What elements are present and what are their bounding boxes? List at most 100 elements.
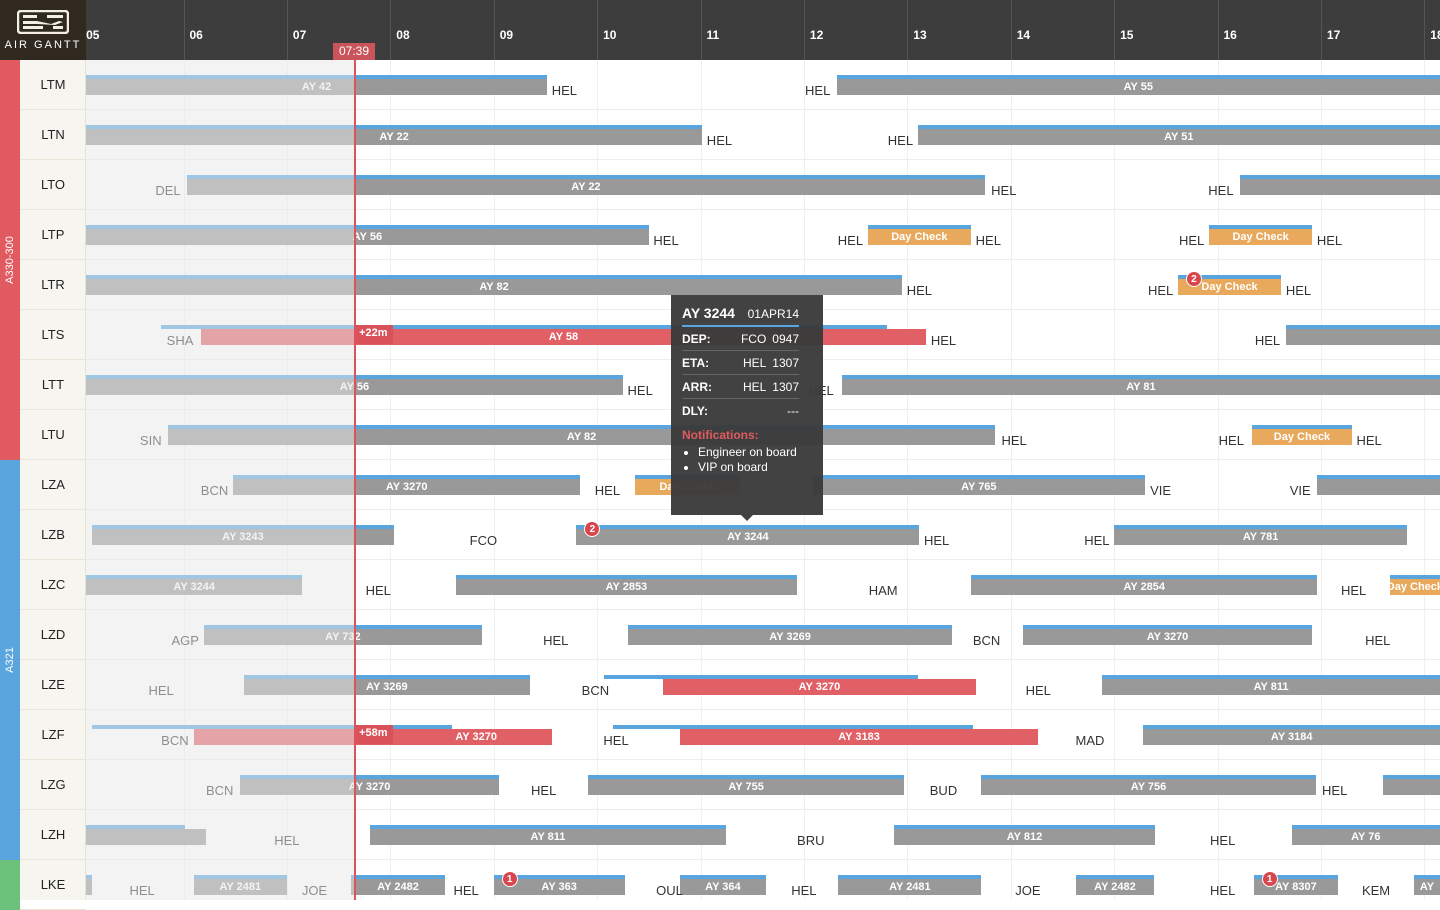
- scheduled-time-line: [369, 825, 727, 829]
- flight-bar[interactable]: AY 82: [86, 279, 903, 295]
- notification-badge[interactable]: 2: [584, 521, 601, 537]
- aircraft-label[interactable]: LTO: [20, 160, 86, 210]
- flight-bar[interactable]: AY 363: [493, 879, 625, 895]
- maintenance-bar[interactable]: Day Check: [1208, 229, 1313, 245]
- aircraft-label[interactable]: LTP: [20, 210, 86, 260]
- flight-bar[interactable]: AY 3183: [679, 729, 1039, 745]
- notification-badge[interactable]: 2: [1185, 271, 1202, 287]
- aircraft-label[interactable]: LZH: [20, 810, 86, 860]
- notifications-list: Engineer on boardVIP on board: [682, 445, 799, 475]
- group-a330-300[interactable]: A330-300: [0, 60, 20, 460]
- flight-bar[interactable]: AY 55: [836, 79, 1440, 95]
- aircraft-label[interactable]: LTR: [20, 260, 86, 310]
- group-other[interactable]: [0, 860, 20, 910]
- flight-bar[interactable]: AY 2853: [455, 579, 797, 595]
- tooltip-value: ---: [781, 399, 799, 423]
- airport-code: HEL: [706, 133, 733, 148]
- flight-bar[interactable]: AY 811: [369, 829, 727, 845]
- maintenance-bar[interactable]: Day Check: [1177, 279, 1282, 295]
- flight-bar[interactable]: AY: [1413, 879, 1440, 895]
- flight-bar[interactable]: AY 364: [679, 879, 766, 895]
- flight-bar[interactable]: AY 56: [86, 229, 649, 245]
- notification-badge[interactable]: 1: [501, 871, 518, 887]
- hour-gridline: [183, 0, 185, 60]
- airport-code: BCN: [200, 483, 229, 498]
- flight-bar[interactable]: AY 2481: [838, 879, 982, 895]
- aircraft-label[interactable]: LZG: [20, 760, 86, 810]
- flight-bar[interactable]: AY 3270: [662, 679, 977, 695]
- delay-tag: +58m: [354, 725, 393, 744]
- maintenance-bar[interactable]: Day Check: [867, 229, 972, 245]
- aircraft-label[interactable]: LZD: [20, 610, 86, 660]
- group-a321[interactable]: A321: [0, 460, 20, 860]
- flight-bar[interactable]: AY 812: [893, 829, 1156, 845]
- flight-bar[interactable]: AY 3244: [86, 579, 303, 595]
- flight-bar[interactable]: AY 3243: [92, 529, 394, 545]
- aircraft-row: AY 22 DEL HEL HEL: [86, 160, 1440, 210]
- aircraft-label[interactable]: LZC: [20, 560, 86, 610]
- hour-label: 14: [1016, 28, 1031, 42]
- flight-bar[interactable]: [1382, 779, 1440, 795]
- flight-bar[interactable]: AY 76: [1291, 829, 1440, 845]
- tooltip-date: 01APR14: [747, 307, 799, 321]
- scheduled-time-line: [1413, 875, 1440, 879]
- flight-bar[interactable]: AY 755: [588, 779, 904, 795]
- flight-bar[interactable]: AY 756: [981, 779, 1316, 795]
- flight-bar[interactable]: AY 3269: [628, 629, 953, 645]
- flight-bar[interactable]: AY 42: [86, 79, 548, 95]
- flight-bar[interactable]: AY 3269: [243, 679, 530, 695]
- maintenance-bar[interactable]: Day Check: [1389, 579, 1440, 595]
- flight-bar[interactable]: AY 732: [204, 629, 482, 645]
- flight-bar[interactable]: [86, 829, 206, 845]
- flight-bar[interactable]: AY 81: [841, 379, 1440, 395]
- flight-bar[interactable]: AY 3270: [240, 779, 499, 795]
- airport-code: HEL: [1210, 883, 1236, 898]
- flight-bar[interactable]: AY 3270: [233, 479, 580, 495]
- flight-bar[interactable]: AY 22: [86, 129, 703, 145]
- airport-code: BRU: [797, 833, 825, 848]
- app-logo[interactable]: AIR GANTT: [0, 0, 86, 60]
- scheduled-time-line: [1102, 675, 1440, 679]
- flight-bar[interactable]: AY 2482: [350, 879, 446, 895]
- hour-gridline: [1217, 0, 1219, 60]
- flight-bar[interactable]: AY 2854: [971, 579, 1318, 595]
- aircraft-label[interactable]: LZB: [20, 510, 86, 560]
- flight-bar[interactable]: AY 82: [167, 429, 996, 445]
- aircraft-label[interactable]: LZE: [20, 660, 86, 710]
- aircraft-label[interactable]: LKE: [20, 860, 86, 910]
- airport-code: FCO: [469, 533, 498, 548]
- aircraft-label[interactable]: LTS: [20, 310, 86, 360]
- scheduled-time-line: [838, 875, 982, 879]
- flight-bar[interactable]: [1286, 329, 1440, 345]
- airport-code: SHA: [166, 333, 194, 348]
- flight-bar[interactable]: AY 765: [812, 479, 1146, 495]
- flight-bar[interactable]: AY 2481: [193, 879, 287, 895]
- aircraft-label[interactable]: LTN: [20, 110, 86, 160]
- maintenance-bar[interactable]: Day Check: [1251, 429, 1352, 445]
- scheduled-time-line: [86, 275, 903, 279]
- notification-badge[interactable]: 1: [1261, 871, 1278, 887]
- airport-code: BCN: [972, 633, 1001, 648]
- flight-bar[interactable]: AY 22: [186, 179, 985, 195]
- hour-label: 16: [1223, 28, 1237, 42]
- aircraft-label[interactable]: LTT: [20, 360, 86, 410]
- hour-gridline: [1010, 0, 1012, 60]
- flight-bar[interactable]: [1317, 479, 1440, 495]
- flight-bar[interactable]: [86, 879, 93, 895]
- flight-bar[interactable]: AY 781: [1114, 529, 1408, 545]
- airport-code: HEL: [906, 283, 933, 298]
- flight-bar[interactable]: [1239, 179, 1440, 195]
- flight-bar[interactable]: AY 3244: [576, 529, 920, 545]
- aircraft-label[interactable]: LTU: [20, 410, 86, 460]
- flight-bar[interactable]: AY 811: [1102, 679, 1440, 695]
- flight-bar[interactable]: AY 2482: [1076, 879, 1154, 895]
- aircraft-label[interactable]: LTM: [20, 60, 86, 110]
- flight-bar[interactable]: AY 51: [917, 129, 1440, 145]
- tooltip-value: HEL 1307: [743, 351, 799, 374]
- flight-bar[interactable]: AY 3270: [1022, 629, 1313, 645]
- tooltip-key: ETA:: [682, 356, 710, 370]
- aircraft-label[interactable]: LZA: [20, 460, 86, 510]
- flight-bar[interactable]: AY 3184: [1143, 729, 1440, 745]
- airport-code: HEL: [129, 883, 155, 898]
- aircraft-label[interactable]: LZF: [20, 710, 86, 760]
